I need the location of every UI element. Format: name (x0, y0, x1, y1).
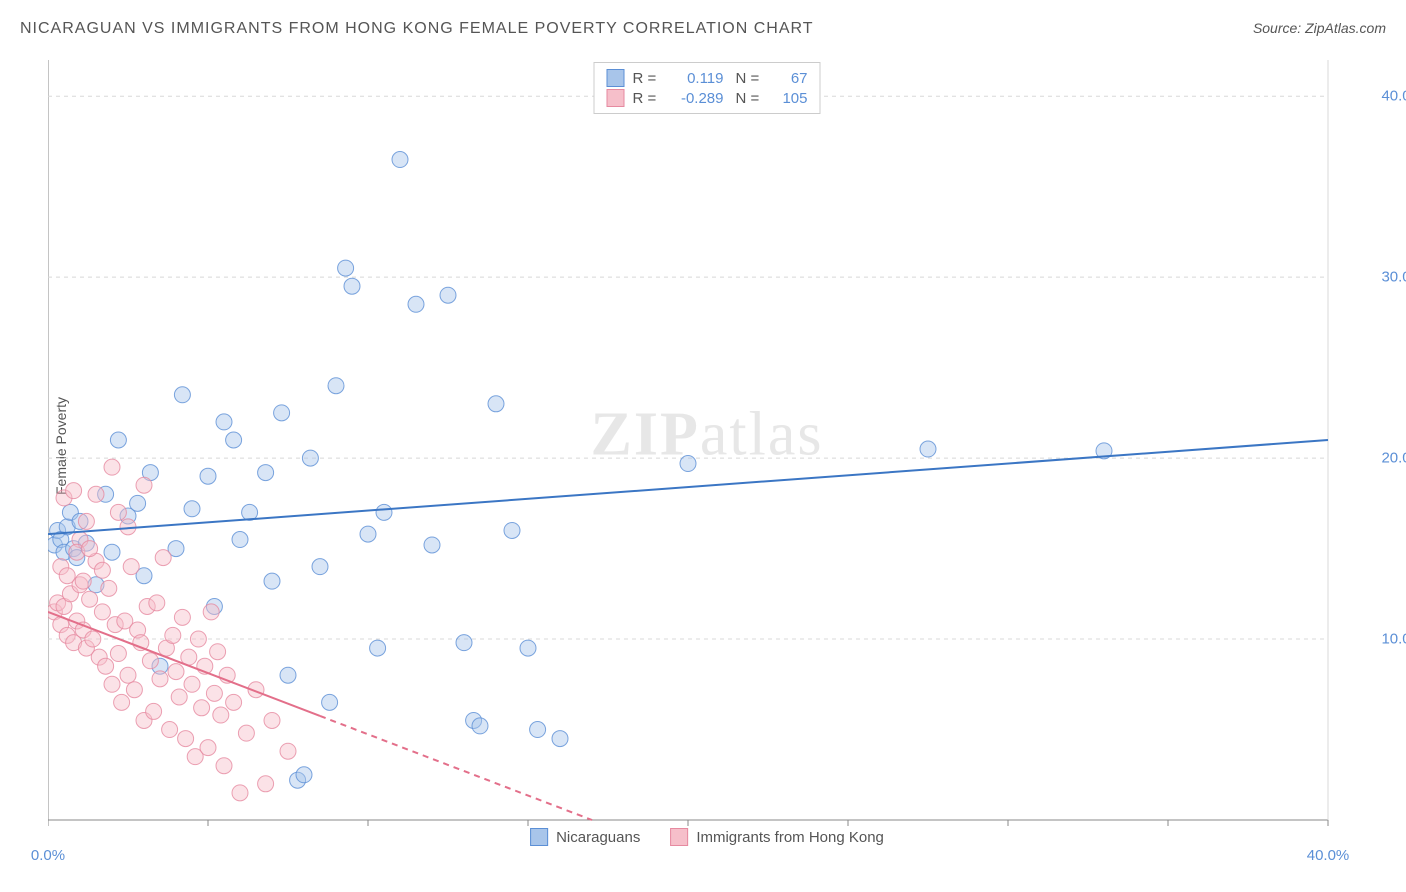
y-tick-label: 20.0% (1381, 450, 1406, 467)
source-attribution: Source: ZipAtlas.com (1253, 20, 1386, 36)
r-label: R = (633, 70, 661, 87)
scatter-chart: ZIPatlas R =0.119N =67R =-0.289N =105 Ni… (48, 60, 1366, 842)
n-label: N = (736, 70, 764, 87)
chart-title: NICARAGUAN VS IMMIGRANTS FROM HONG KONG … (20, 20, 814, 38)
y-tick-label: 30.0% (1381, 269, 1406, 286)
legend-stat-row: R = -0.289 N = 105 (607, 89, 808, 107)
r-value: 0.119 (669, 70, 724, 87)
legend-stat-row: R = 0.119 N = 67 (607, 69, 808, 87)
legend-swatch (530, 828, 548, 846)
n-label: N = (736, 90, 764, 107)
series-legend: Nicaraguans Immigrants from Hong Kong (530, 828, 884, 846)
chart-svg (48, 60, 1366, 842)
legend-item: Immigrants from Hong Kong (670, 828, 884, 846)
legend-swatch (607, 69, 625, 87)
r-value: -0.289 (669, 90, 724, 107)
legend-swatch (607, 89, 625, 107)
r-label: R = (633, 90, 661, 107)
y-tick-label: 10.0% (1381, 631, 1406, 648)
legend-swatch (670, 828, 688, 846)
correlation-legend: R = 0.119 N = 67 R = -0.289 N = 105 (594, 62, 821, 114)
x-tick-label: 40.0% (1307, 847, 1350, 864)
n-value: 67 (772, 70, 808, 87)
n-value: 105 (772, 90, 808, 107)
y-tick-label: 40.0% (1381, 88, 1406, 105)
x-tick-label: 0.0% (31, 847, 65, 864)
legend-label: Nicaraguans (556, 829, 640, 846)
legend-item: Nicaraguans (530, 828, 640, 846)
legend-label: Immigrants from Hong Kong (696, 829, 884, 846)
